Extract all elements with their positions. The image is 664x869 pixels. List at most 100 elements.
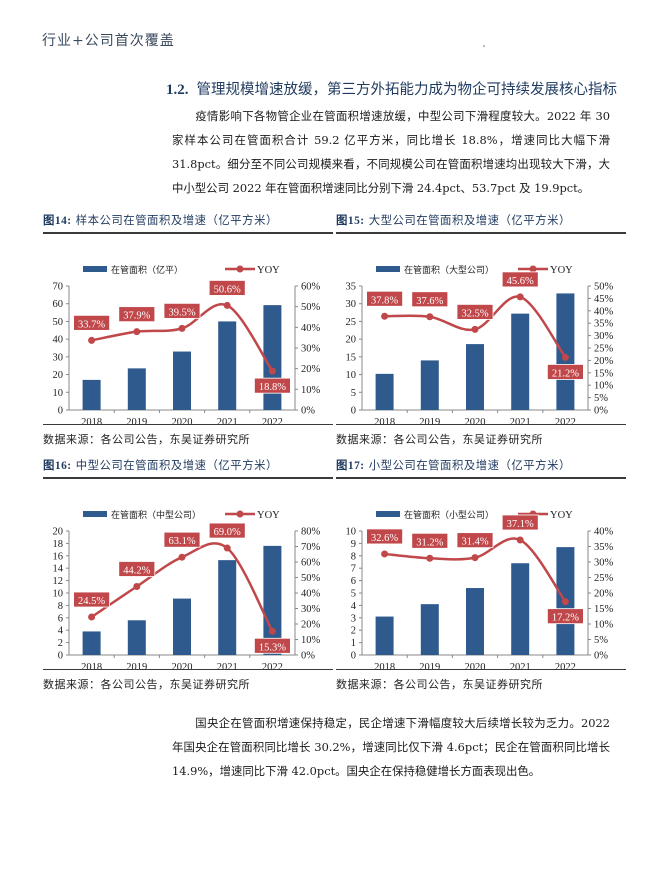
y2-tick-label: 25% xyxy=(594,573,614,584)
figure-title: 图17: 小型公司在管面积及增速（亿平方米） xyxy=(336,455,626,477)
y-tick-label: 7 xyxy=(351,563,356,574)
y-tick-label: 35 xyxy=(346,281,357,292)
y-tick-label: 0 xyxy=(351,650,356,661)
x-tick-label: 2018 xyxy=(374,662,395,669)
y2-tick-label: 30% xyxy=(594,331,614,342)
legend-bar-swatch xyxy=(83,510,107,517)
legend-line-marker xyxy=(236,510,244,517)
paragraph-1: 疫情影响下各物管企业在管面积增速放缓，中型公司下滑程度较大。2022 年 30 … xyxy=(172,104,610,200)
y2-tick-label: 40% xyxy=(301,588,321,599)
svg-text:33.7%: 33.7% xyxy=(78,319,105,330)
x-tick-label: 2021 xyxy=(217,417,238,424)
figure-top-rule xyxy=(43,232,333,234)
bar xyxy=(466,343,484,410)
legend-bar-label: 在管面积（中型公司） xyxy=(111,509,201,521)
y2-tick-label: 80% xyxy=(301,526,321,537)
chart-legend: 在管面积（亿平） YOY xyxy=(83,264,280,276)
figure-caption: 大型公司在管面积及增速（亿平方米） xyxy=(368,213,571,227)
svg-text:37.1%: 37.1% xyxy=(507,518,534,529)
x-tick-label: 2022 xyxy=(555,662,576,669)
svg-text:37.6%: 37.6% xyxy=(416,295,443,306)
yoy-marker xyxy=(178,553,186,561)
figure-15: 图15: 大型公司在管面积及增速（亿平方米） 在管面积（大型公司） YOY 0 5 10… xyxy=(336,210,626,447)
svg-text:21.2%: 21.2% xyxy=(552,368,579,379)
y-tick-label: 40 xyxy=(53,334,64,345)
chart-small-companies: 在管面积（小型公司） YOY 0 1 2 3 4 5 6 7 8 9 10 0% 5% 10% 15% 20% 25… xyxy=(336,479,626,669)
y-tick-label: 8 xyxy=(351,551,356,562)
y-tick-label: 9 xyxy=(351,538,356,549)
y2-tick-label: 0% xyxy=(301,405,315,416)
yoy-marker xyxy=(426,554,434,562)
yoy-data-label: 44.2% xyxy=(118,560,156,577)
figure-title: 图14: 样本公司在管面积及增速（亿平方米） xyxy=(43,210,333,232)
y2-tick-label: 40% xyxy=(301,322,321,333)
x-tick-label: 2022 xyxy=(555,417,576,424)
yoy-marker xyxy=(133,327,141,335)
figure-source: 数据来源：各公司公告，东吴证券研究所 xyxy=(43,433,250,446)
svg-text:45.6%: 45.6% xyxy=(507,275,534,286)
y2-tick-label: 30% xyxy=(301,343,321,354)
x-tick-label: 2019 xyxy=(419,662,440,669)
figure-bottom-rule xyxy=(43,423,333,425)
y-tick-label: 30 xyxy=(346,299,357,310)
paragraph-1-text: 疫情影响下各物管企业在管面积增速放缓，中型公司下滑程度较大。2022 年 30 … xyxy=(172,109,610,195)
legend-line-label: YOY xyxy=(257,510,280,521)
legend-line-marker xyxy=(236,265,244,272)
yoy-data-label: 24.5% xyxy=(73,591,111,607)
y-tick-label: 12 xyxy=(53,576,64,587)
bar xyxy=(263,304,282,410)
bar xyxy=(173,351,191,410)
svg-text:24.5%: 24.5% xyxy=(78,596,105,607)
svg-text:63.1%: 63.1% xyxy=(168,536,195,547)
x-tick-label: 2020 xyxy=(465,662,486,669)
y-tick-label: 3 xyxy=(351,613,356,624)
yoy-data-label: 69.0% xyxy=(208,522,246,538)
yoy-data-label: 37.8% xyxy=(366,290,404,307)
figure-bottom-rule xyxy=(336,668,626,670)
combo-chart: 在管面积（大型公司） YOY 0 5 10 15 20 25 30 35 0%5% 10%15% 20%… xyxy=(346,264,614,424)
combo-chart: 在管面积（小型公司） YOY 01 23 456 78 910 0% 5% 10% 15% 20% 25… xyxy=(346,509,614,669)
figure-label: 图14: xyxy=(43,215,72,227)
x-tick-label: 2019 xyxy=(126,417,147,424)
y2-tick-label: 20% xyxy=(301,619,321,630)
y-tick-label: 18 xyxy=(53,538,64,549)
bar xyxy=(511,562,530,655)
y-tick-label: 0 xyxy=(58,650,63,661)
figure-caption: 小型公司在管面积及增速（亿平方米） xyxy=(368,458,571,472)
bar xyxy=(511,313,530,410)
y2-tick-label: 10% xyxy=(594,380,614,391)
y-tick-label: 4 xyxy=(351,600,357,611)
bar xyxy=(82,379,101,410)
figure-source: 数据来源：各公司公告，东吴证券研究所 xyxy=(336,678,543,691)
y-tick-label: 2 xyxy=(351,625,356,636)
yoy-data-label: 50.6% xyxy=(208,279,246,296)
y-tick-label: 1 xyxy=(351,638,356,649)
yoy-data-label: 45.6% xyxy=(501,271,539,287)
y2-tick-label: 35% xyxy=(594,542,614,553)
y-tick-label: 0 xyxy=(351,405,356,416)
y-tick-label: 10 xyxy=(53,387,64,398)
x-tick-label: 2018 xyxy=(81,662,102,669)
yoy-marker xyxy=(381,312,389,320)
figure-title: 图15: 大型公司在管面积及增速（亿平方米） xyxy=(336,210,626,232)
svg-text:37.9%: 37.9% xyxy=(123,310,150,321)
figure-caption: 样本公司在管面积及增速（亿平方米） xyxy=(75,213,278,227)
legend-bar-label: 在管面积（亿平） xyxy=(111,264,183,276)
y-tick-label: 10 xyxy=(346,370,357,381)
figure-16: 图16: 中型公司在管面积及增速（亿平方米） 在管面积（中型公司） YOY 0 2 4 6… xyxy=(43,455,333,692)
yoy-data-label: 32.5% xyxy=(456,303,494,320)
yoy-data-label: 32.6% xyxy=(366,528,404,544)
x-tick-label: 2018 xyxy=(374,417,395,424)
y-tick-label: 14 xyxy=(53,563,64,574)
y2-tick-label: 35% xyxy=(594,318,614,329)
yoy-marker xyxy=(426,312,434,320)
svg-text:31.2%: 31.2% xyxy=(416,537,443,548)
bar xyxy=(420,359,439,410)
x-tick-label: 2020 xyxy=(172,417,193,424)
yoy-data-label: 21.2% xyxy=(546,363,584,380)
svg-text:32.5%: 32.5% xyxy=(461,308,488,319)
y2-tick-label: 25% xyxy=(594,343,614,354)
legend-bar-label: 在管面积（小型公司） xyxy=(404,509,494,521)
legend-line-label: YOY xyxy=(257,265,280,276)
y2-tick-label: 20% xyxy=(594,355,614,366)
